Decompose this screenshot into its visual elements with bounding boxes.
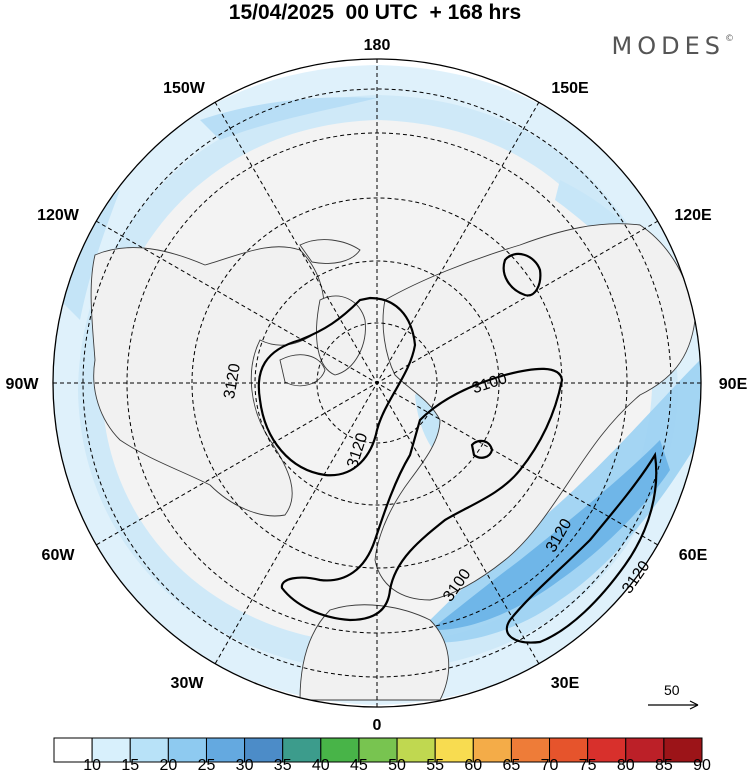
map-title: 15/04/2025 00 UTC + 168 hrs	[228, 1, 522, 24]
lon-label-180: 180	[364, 37, 391, 54]
eurasia	[374, 223, 696, 601]
contour-small-ring	[470, 439, 494, 459]
colorbar-swatch	[244, 737, 284, 763]
colorbar-label: 20	[159, 757, 178, 774]
lon-label-150w: 150W	[163, 80, 206, 97]
alaska	[299, 239, 361, 264]
lon-label-0: 0	[373, 717, 382, 734]
lon-label-90w: 90W	[6, 376, 40, 393]
coastlines	[90, 223, 696, 701]
colorbar-label: 45	[350, 757, 368, 774]
colorbar-swatch	[282, 737, 322, 763]
colorbar-swatch	[396, 737, 436, 763]
colorbar-label: 10	[83, 757, 101, 774]
colorbar-label: 15	[121, 757, 140, 774]
north-america	[90, 246, 325, 517]
modes-logo: MODES©	[611, 32, 734, 60]
colorbar-swatch	[320, 737, 360, 763]
colorbar-label: 80	[616, 757, 635, 774]
colorbar-swatch	[587, 737, 627, 763]
lon-label-30e: 30E	[551, 675, 580, 692]
lon-label-30w: 30W	[171, 675, 205, 692]
colorbar-swatch	[53, 737, 93, 763]
contour-small-low	[502, 252, 542, 297]
colorbar-swatch	[167, 737, 207, 763]
colorbar-label: 75	[578, 757, 597, 774]
colorbar-label: 35	[273, 757, 292, 774]
meridians	[53, 59, 701, 707]
longitude-labels: 180 150W 150E 120W 120E 90W 90E 60W 60E …	[6, 37, 748, 734]
colorbar-label: 70	[540, 757, 559, 774]
lon-label-60e: 60E	[679, 547, 708, 564]
contour-3120-polar	[257, 296, 417, 477]
colorbar-label: 65	[502, 757, 521, 774]
arrow-head-icon	[689, 700, 699, 710]
lon-label-90e: 90E	[719, 376, 748, 393]
colorbar-swatch	[91, 737, 131, 763]
lon-label-120w: 120W	[37, 207, 80, 224]
colorbar-label: 55	[426, 757, 445, 774]
colorbar-label: 90	[693, 757, 711, 774]
reference-vector	[648, 700, 699, 710]
map-boundary	[52, 58, 702, 708]
colorbar-swatch	[625, 737, 665, 763]
colorbar-label: 40	[311, 757, 330, 774]
colorbar-label: 85	[654, 757, 673, 774]
colorbar-label: 50	[388, 757, 406, 774]
contour-3100-asia	[280, 367, 564, 622]
colorbar-swatch	[663, 737, 703, 763]
colorbar	[53, 737, 703, 763]
colorbar-label: 25	[197, 757, 216, 774]
colorbar-swatch	[549, 737, 589, 763]
colorbar-swatch	[510, 737, 551, 763]
contour-3120-east	[505, 451, 658, 644]
arctic-islands	[279, 354, 326, 387]
lon-label-120e: 120E	[674, 207, 712, 224]
height-contours	[257, 252, 658, 644]
africa	[299, 604, 450, 701]
lon-label-60w: 60W	[42, 547, 76, 564]
contour-label: 3120	[221, 362, 244, 400]
reference-vector-label: 50	[664, 682, 680, 698]
colorbar-label: 60	[464, 757, 483, 774]
lon-label-150e: 150E	[551, 80, 589, 97]
colorbar-label: 30	[235, 757, 254, 774]
